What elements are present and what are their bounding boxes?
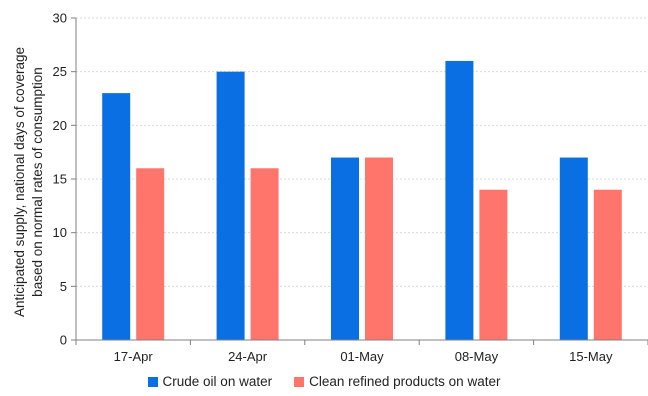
y-tick-label-20: 20 bbox=[53, 118, 67, 133]
bars bbox=[102, 60, 622, 341]
legend-swatch-crude bbox=[147, 376, 158, 387]
bar-crude-15-May bbox=[559, 157, 588, 340]
y-tick-label-5: 5 bbox=[60, 279, 67, 294]
bar-clean-refined-17-Apr bbox=[136, 168, 165, 340]
legend-item-clean-refined: Clean refined products on water bbox=[294, 374, 500, 389]
x-tick-label-15-May: 15-May bbox=[569, 349, 613, 364]
x-tick-label-17-Apr: 17-Apr bbox=[114, 349, 154, 364]
bar-crude-08-May bbox=[445, 60, 474, 340]
y-tick-label-30: 30 bbox=[53, 11, 67, 26]
legend-label-crude: Crude oil on water bbox=[162, 374, 273, 389]
legend-item-crude: Crude oil on water bbox=[147, 374, 273, 389]
legend-label-clean-refined: Clean refined products on water bbox=[309, 374, 501, 389]
y-axis: 0 5 10 15 20 25 30 bbox=[53, 11, 77, 348]
bar-clean-refined-08-May bbox=[479, 189, 508, 340]
bar-clean-refined-01-May bbox=[365, 157, 393, 340]
bar-crude-17-Apr bbox=[102, 93, 131, 340]
legend: Crude oil on water Clean refined product… bbox=[0, 374, 648, 389]
bar-clean-refined-15-May bbox=[593, 189, 622, 340]
gridlines bbox=[76, 17, 648, 287]
bar-crude-01-May bbox=[331, 157, 359, 340]
x-tick-label-08-May: 08-May bbox=[455, 349, 499, 364]
bar-crude-24-Apr bbox=[216, 71, 245, 341]
y-axis-title-line-2: based on normal rates of consumption bbox=[30, 67, 45, 297]
x-tick-label-24-Apr: 24-Apr bbox=[228, 349, 268, 364]
y-tick-label-0: 0 bbox=[60, 333, 67, 348]
legend-swatch-clean-refined bbox=[294, 376, 305, 387]
bar-clean-refined-24-Apr bbox=[250, 168, 279, 340]
y-tick-label-15: 15 bbox=[53, 172, 67, 187]
y-axis-title-line-1: Anticipated supply, national days of cov… bbox=[12, 47, 27, 317]
y-tick-label-25: 25 bbox=[53, 64, 67, 79]
x-axis: 17-Apr 24-Apr 01-May 08-May 15-May bbox=[75, 339, 648, 364]
y-tick-label-10: 10 bbox=[53, 225, 67, 240]
x-tick-label-01-May: 01-May bbox=[340, 349, 384, 364]
